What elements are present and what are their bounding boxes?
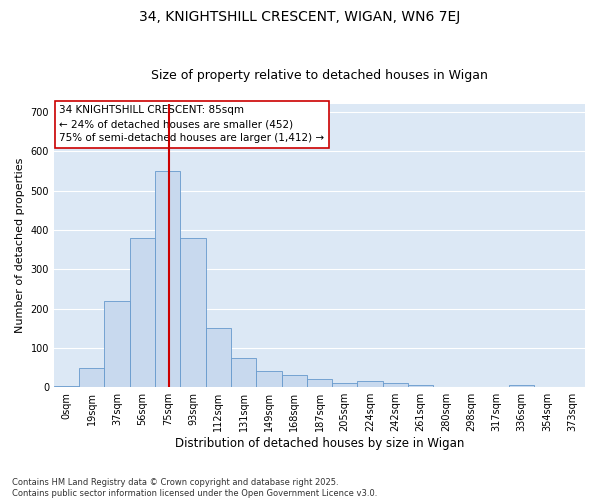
Bar <box>231 358 256 387</box>
Bar <box>358 382 383 387</box>
Text: 34 KNIGHTSHILL CRESCENT: 85sqm
← 24% of detached houses are smaller (452)
75% of: 34 KNIGHTSHILL CRESCENT: 85sqm ← 24% of … <box>59 106 325 144</box>
X-axis label: Distribution of detached houses by size in Wigan: Distribution of detached houses by size … <box>175 437 464 450</box>
Bar <box>155 171 181 387</box>
Bar <box>408 385 433 387</box>
Title: Size of property relative to detached houses in Wigan: Size of property relative to detached ho… <box>151 69 488 82</box>
Bar <box>281 376 307 387</box>
Bar <box>79 368 104 387</box>
Bar <box>54 386 79 387</box>
Bar <box>332 384 358 387</box>
Bar <box>130 238 155 387</box>
Text: 34, KNIGHTSHILL CRESCENT, WIGAN, WN6 7EJ: 34, KNIGHTSHILL CRESCENT, WIGAN, WN6 7EJ <box>139 10 461 24</box>
Y-axis label: Number of detached properties: Number of detached properties <box>15 158 25 334</box>
Bar <box>181 238 206 387</box>
Bar <box>509 385 535 387</box>
Bar <box>383 384 408 387</box>
Bar <box>256 372 281 387</box>
Text: Contains HM Land Registry data © Crown copyright and database right 2025.
Contai: Contains HM Land Registry data © Crown c… <box>12 478 377 498</box>
Bar <box>307 380 332 387</box>
Bar <box>206 328 231 387</box>
Bar <box>104 300 130 387</box>
